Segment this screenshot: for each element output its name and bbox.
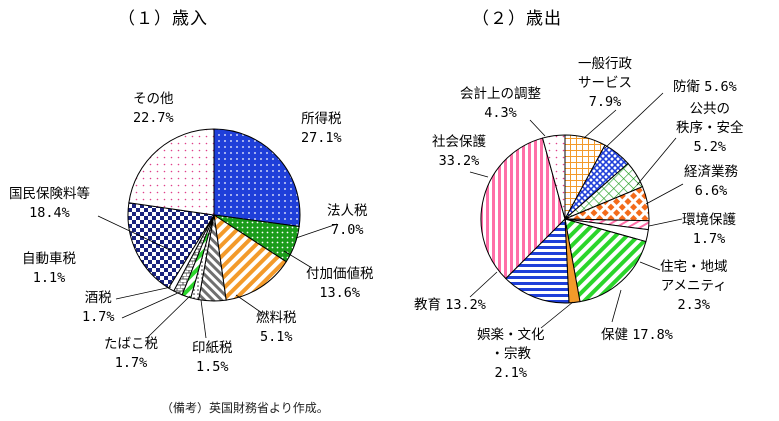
expenditure-slice-6 xyxy=(564,218,647,303)
leader-line-0 xyxy=(115,286,172,300)
label-exp-social-protection: 社会保護 33.2% xyxy=(432,134,486,169)
label-exp-environment: 環境保護 1.7% xyxy=(682,212,736,247)
leader-lines xyxy=(97,92,684,339)
label-exp-defence: 防衛 5.6% xyxy=(673,79,737,95)
leader-line-12 xyxy=(648,218,683,227)
label-rev-vehicle-tax: 自動車税 1.1% xyxy=(22,251,76,286)
leader-line-15 xyxy=(540,301,574,329)
revenue-pie xyxy=(127,128,301,302)
revenue-slice-9 xyxy=(128,128,215,216)
label-rev-alcohol-tax: 酒税 1.7% xyxy=(82,290,115,325)
leader-line-18 xyxy=(529,119,546,137)
revenue-chart-title: （１）歳入 xyxy=(118,9,208,29)
leader-line-5 xyxy=(283,250,313,269)
leader-line-13 xyxy=(639,261,661,271)
label-exp-economic-affairs: 経済業務 6.6% xyxy=(684,164,738,199)
label-rev-stamp-tax: 印紙税 1.5% xyxy=(192,340,233,375)
expenditure-slice-10 xyxy=(541,134,566,220)
leader-line-11 xyxy=(645,183,684,205)
leader-line-10 xyxy=(636,137,677,186)
expenditure-pie xyxy=(480,134,650,304)
expenditure-slice-9 xyxy=(480,137,566,280)
label-exp-public-order: 公共の 秩序・安全 5.2% xyxy=(676,101,744,155)
leader-line-17 xyxy=(469,171,489,178)
leader-line-1 xyxy=(121,291,181,319)
label-rev-national-insurance: 国民保険料等 18.4% xyxy=(9,186,90,221)
label-exp-health: 保健 17.8% xyxy=(601,327,673,343)
leader-line-8 xyxy=(583,109,617,139)
label-exp-housing: 住宅・地域 アメニティ 2.3% xyxy=(660,259,728,313)
label-rev-other: その他 22.7% xyxy=(133,91,174,126)
leader-line-7 xyxy=(97,215,171,251)
revenue-slice-0 xyxy=(213,128,301,228)
label-rev-corporate-tax: 法人税 7.0% xyxy=(327,203,368,238)
label-exp-general-services: 一般行政 サービス 7.9% xyxy=(578,56,632,110)
label-exp-recreation: 娯楽・文化 ・宗教 2.1% xyxy=(477,327,545,381)
source-note: （備考）英国財務省より作成。 xyxy=(161,401,329,415)
label-rev-vat: 付加価値税 13.6% xyxy=(306,266,374,301)
leader-line-2 xyxy=(147,295,191,338)
expenditure-chart-title: （２）歳出 xyxy=(472,9,562,29)
revenue-slice-2 xyxy=(213,213,287,301)
label-exp-education: 教育 13.2% xyxy=(414,297,486,313)
leader-line-14 xyxy=(611,289,622,323)
label-rev-tobacco-tax: たばこ税 1.7% xyxy=(104,336,158,371)
leader-line-6 xyxy=(295,223,338,239)
label-rev-income-tax: 所得税 27.1% xyxy=(301,111,342,146)
expenditure-slice-8 xyxy=(505,217,570,304)
label-rev-fuel-tax: 燃料税 5.1% xyxy=(256,310,297,345)
leader-line-16 xyxy=(469,271,498,298)
leader-line-9 xyxy=(604,92,664,149)
revenue-slice-8 xyxy=(127,202,215,289)
label-exp-accounting-adjustments: 会計上の調整 4.3% xyxy=(460,86,541,121)
leader-line-4 xyxy=(235,294,263,314)
leader-line-3 xyxy=(200,299,207,339)
